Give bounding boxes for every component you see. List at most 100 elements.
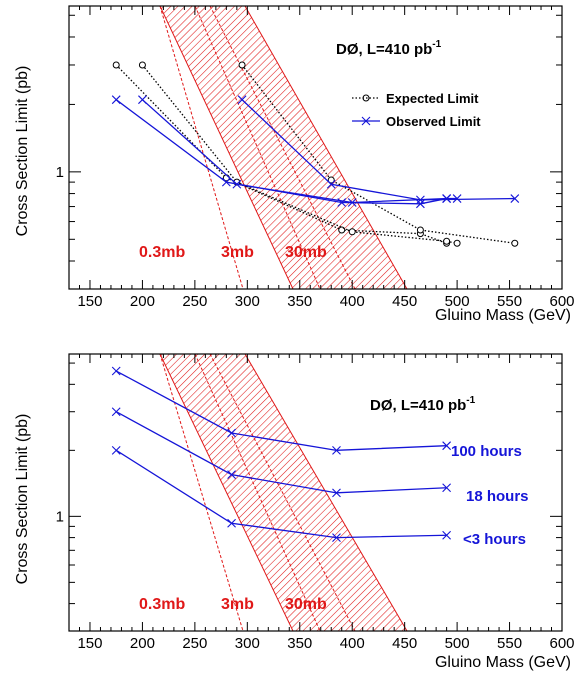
legend-observed-marker (361, 116, 371, 126)
data-point-observed-limit (326, 179, 336, 189)
data-point-expected (416, 226, 424, 234)
x-tick-label: 200 (130, 293, 155, 310)
series-line-expected-limit-2 (241, 64, 515, 244)
band-edge-3mb (194, 6, 321, 289)
curve-labels: 100 hours 18 hours <3 hours (451, 443, 529, 548)
data-point--3-hours (332, 533, 341, 542)
data-point-expected (138, 61, 146, 69)
x-tick-label: 550 (497, 635, 522, 652)
x-tick-label: 350 (287, 635, 312, 652)
x-axis-title: Gluino Mass (GeV) (435, 654, 571, 671)
x-tick-label: 150 (77, 293, 102, 310)
band-edge-3mb (194, 354, 321, 631)
data-point-expected (238, 61, 246, 69)
x-tick-label: 500 (445, 635, 470, 652)
axis-ticks: 150 200 250 300 350 400 450 500 550 600 1 (56, 354, 575, 652)
band-label-3mb: 3mb (221, 596, 254, 613)
exposure-curves (111, 366, 452, 542)
y-tick-label: 1 (56, 508, 64, 525)
series-line-18-hours-1 (115, 411, 447, 494)
x-tick-label: 250 (182, 293, 207, 310)
y-tick-label: 1 (56, 164, 64, 181)
data-point-observed-limit (237, 95, 247, 105)
y-axis-title: Cross Section Limit (pb) (14, 66, 31, 237)
data-point--3-hours (111, 445, 121, 455)
data-point-18-hours (332, 488, 341, 498)
experiment-label: DØ, L=410 pb-1 (370, 395, 476, 414)
data-point-observed-limit (232, 179, 242, 189)
data-point-expected (112, 61, 120, 69)
x-axis-title: Gluino Mass (GeV) (435, 307, 571, 324)
legend-label-observed: Observed Limit (386, 114, 481, 129)
experiment-label: DØ, L=410 pb-1 (336, 39, 442, 58)
data-point--3-hours (227, 518, 236, 528)
data-point-observed-limit (111, 95, 121, 105)
x-tick-label: 250 (182, 635, 207, 652)
band-region (159, 6, 408, 289)
series-line-expected-limit-1 (141, 64, 458, 244)
data-point-expected (327, 176, 335, 184)
data-point-observed-limit (452, 194, 462, 203)
data-point-observed-limit (347, 198, 357, 207)
band-region (159, 354, 408, 631)
x-tick-label: 350 (287, 293, 312, 310)
band-edge-30mb (209, 6, 356, 289)
x-tick-label: 500 (445, 293, 470, 310)
x-tick-label: 400 (340, 293, 365, 310)
x-tick-label: 550 (497, 293, 522, 310)
x-tick-label: 450 (392, 635, 417, 652)
x-tick-label: 600 (549, 635, 574, 652)
band-edge-0.3mb (159, 354, 244, 631)
curve-label-100-hours: 100 hours (451, 443, 522, 460)
x-tick-label: 300 (235, 635, 260, 652)
series-line-observed-limit-5 (241, 99, 515, 201)
series-line-100-hours-0 (115, 370, 447, 451)
data-point-18-hours (442, 483, 452, 493)
limit-curves (111, 61, 520, 247)
data-point-100-hours (442, 441, 452, 451)
data-point-observed-limit (510, 194, 520, 203)
band-label-30mb: 30mb (285, 244, 327, 261)
band-labels: 0.3mb 3mb 30mb (139, 596, 327, 613)
legend-label-expected: Expected Limit (386, 91, 479, 106)
cross-section-bands (159, 354, 408, 631)
axis-ticks: 150 200 250 300 350 400 450 500 550 600 1 (56, 6, 575, 310)
legend-expected-marker (362, 94, 370, 102)
data-point-18-hours (111, 407, 121, 417)
data-point-100-hours (332, 445, 341, 455)
band-label-3mb: 3mb (221, 244, 254, 261)
legend: Expected Limit Observed Limit (352, 91, 481, 129)
data-point-observed-limit (442, 194, 452, 203)
data-point-observed-limit (416, 195, 425, 205)
data-point-18-hours (227, 470, 236, 479)
x-tick-label: 200 (130, 635, 155, 652)
curve-label-18-hours: 18 hours (466, 488, 529, 505)
data-point-100-hours (227, 428, 236, 438)
series-line--3-hours-2 (115, 449, 447, 539)
x-tick-label: 300 (235, 293, 260, 310)
data-point-expected (443, 237, 451, 245)
y-axis-title: Cross Section Limit (pb) (14, 414, 31, 585)
curve-label-3-hours: <3 hours (463, 531, 526, 548)
legend-entry-expected: Expected Limit (352, 91, 479, 106)
data-point-100-hours (111, 366, 121, 376)
band-label-0-3mb: 0.3mb (139, 596, 185, 613)
top-chart-panel: 150 200 250 300 350 400 450 500 550 600 1 DØ, L=41… (14, 5, 575, 324)
band-edge-0.3mb (159, 6, 244, 289)
data-point-expected (511, 239, 519, 247)
plot-frame (68, 5, 563, 290)
legend-entry-observed: Observed Limit (352, 114, 481, 129)
x-tick-label: 450 (392, 293, 417, 310)
data-point-observed-limit (138, 95, 147, 105)
x-tick-label: 150 (77, 635, 102, 652)
band-labels: 0.3mb 3mb 30mb (139, 244, 327, 261)
x-tick-label: 400 (340, 635, 365, 652)
plot-frame (68, 353, 563, 632)
band-edge-30mb (209, 354, 356, 631)
band-label-0-3mb: 0.3mb (139, 244, 185, 261)
x-tick-label: 600 (549, 293, 574, 310)
bottom-chart-panel: 150 200 250 300 350 400 450 500 550 600 1 DØ, L=41… (14, 353, 575, 671)
band-label-30mb: 30mb (285, 596, 327, 613)
data-point--3-hours (442, 530, 452, 540)
